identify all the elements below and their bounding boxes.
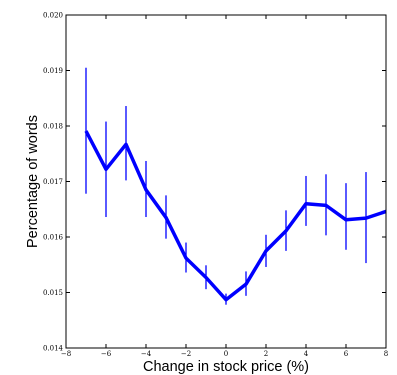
x-tick-label: 2 — [264, 350, 268, 358]
y-axis-label: Percentage of words — [25, 115, 41, 248]
y-tick-label: 0.014 — [43, 345, 64, 353]
y-tick-label: 0.018 — [43, 123, 63, 131]
y-tick-label: 0.015 — [43, 289, 63, 297]
x-tick-label: −6 — [101, 350, 112, 358]
axis-ticks — [65, 14, 387, 349]
x-tick-label: −4 — [141, 350, 152, 358]
y-tick-label: 0.017 — [43, 178, 63, 186]
x-tick-label: −8 — [61, 350, 71, 358]
x-tick-labels: −8 −6 −4 −2 0 2 4 6 8 — [61, 350, 388, 358]
x-tick-label: 6 — [344, 350, 349, 358]
x-tick-label: 0 — [224, 350, 228, 358]
y-tick-label: 0.020 — [43, 12, 63, 20]
series-group — [84, 130, 387, 302]
x-tick-label: 4 — [304, 350, 309, 358]
error-bars — [85, 67, 367, 305]
x-tick-label: −2 — [181, 350, 191, 358]
y-tick-label: 0.016 — [43, 234, 64, 242]
y-tick-labels: 0.014 0.015 0.016 0.017 0.018 0.019 0.020 — [43, 12, 64, 353]
series-line — [84, 130, 387, 302]
x-tick-label: 8 — [384, 350, 388, 358]
y-tick-label: 0.019 — [43, 67, 63, 75]
x-axis-label: Change in stock price (%) — [143, 359, 309, 375]
